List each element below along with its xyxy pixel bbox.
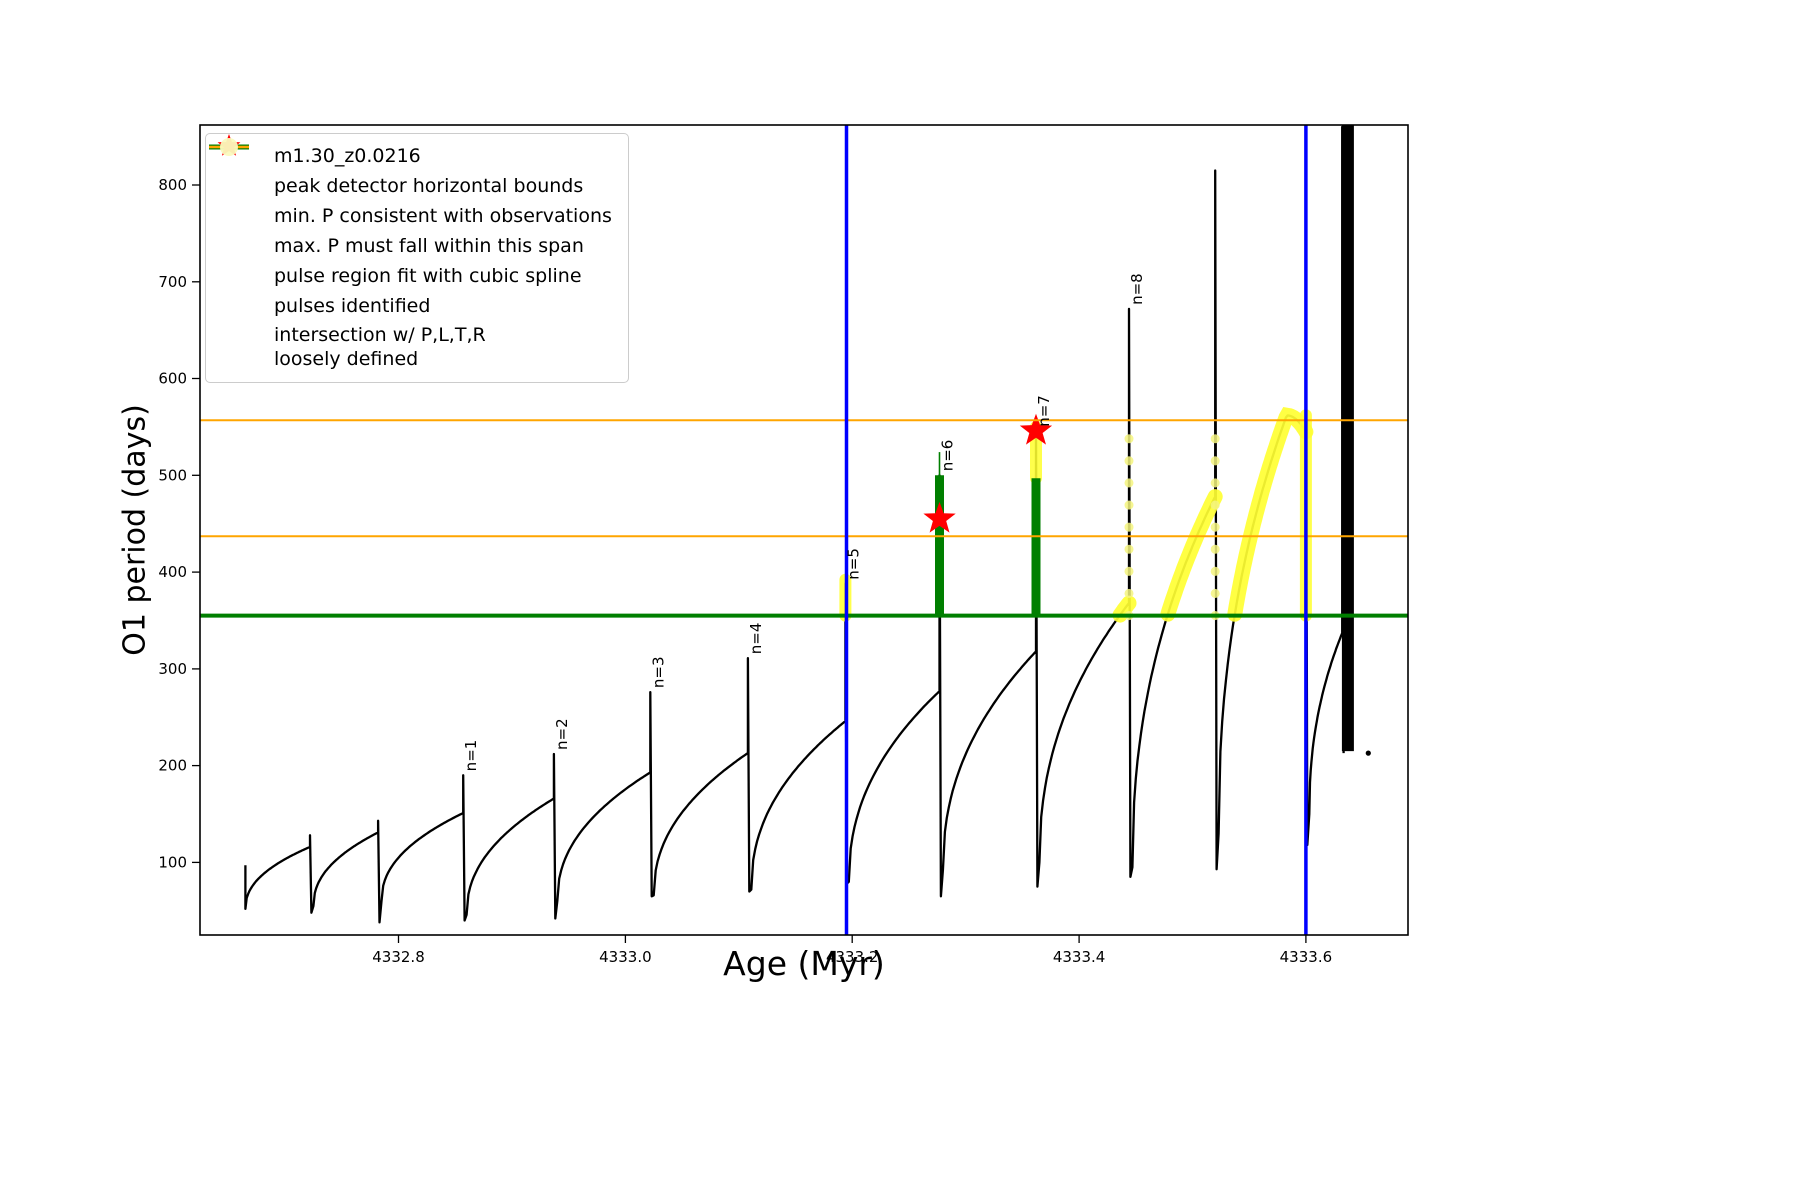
legend-label: peak detector horizontal bounds bbox=[274, 175, 584, 198]
yellow-dot-marker-icon bbox=[216, 138, 262, 361]
legend-entry-min-p: min. P consistent with observations bbox=[209, 144, 612, 232]
legend-label: min. P consistent with observations bbox=[274, 205, 612, 228]
y-tick-label: 300 bbox=[158, 660, 187, 678]
intersection-arc bbox=[1227, 407, 1314, 622]
x-tick-label: 4333.2 bbox=[826, 948, 879, 966]
pulse-number-label: n=6 bbox=[939, 440, 957, 472]
blue-line-marker-icon bbox=[209, 144, 262, 200]
y-tick-label: 400 bbox=[158, 563, 187, 581]
pulse-number-label: n=3 bbox=[649, 656, 667, 688]
green-dot-marker-icon bbox=[216, 143, 262, 290]
legend-entry-spline-fit: pulse region fit with cubic spline bbox=[216, 143, 612, 292]
x-tick-label: 4333.6 bbox=[1280, 948, 1333, 966]
y-tick-label: 100 bbox=[158, 853, 187, 871]
pulse-number-label: n=2 bbox=[553, 718, 571, 750]
pulse-number-label: n=4 bbox=[747, 623, 765, 655]
pulse-number-label: n=1 bbox=[462, 740, 480, 772]
green-line-marker-icon bbox=[209, 144, 262, 230]
intersection-arc bbox=[1112, 595, 1137, 623]
legend-label: m1.30_z0.0216 bbox=[274, 145, 421, 168]
legend-label: pulses identified bbox=[274, 295, 431, 318]
x-axis-label: Age (Myr) bbox=[723, 944, 885, 983]
legend-label: intersection w/ P,L,T,R loosely defined bbox=[274, 324, 486, 370]
legend-entry-peak-bounds: peak detector horizontal bounds bbox=[209, 144, 612, 202]
pulse-number-label: n=5 bbox=[844, 548, 862, 580]
legend-label: pulse region fit with cubic spline bbox=[274, 265, 582, 288]
y-tick-label: 800 bbox=[158, 176, 187, 194]
legend-entry-series: m1.30_z0.0216 bbox=[209, 142, 612, 172]
x-tick-label: 4333.4 bbox=[1053, 948, 1106, 966]
y-tick-label: 200 bbox=[158, 757, 187, 775]
pulse-star bbox=[923, 501, 956, 533]
legend: m1.30_z0.0216 peak detector horizontal b… bbox=[205, 133, 629, 383]
orange-line-marker-icon bbox=[209, 145, 262, 260]
pulse-star bbox=[1019, 413, 1053, 445]
legend-entry-max-p: max. P must fall within this span bbox=[209, 145, 612, 262]
legend-entry-intersection: intersection w/ P,L,T,R loosely defined bbox=[216, 138, 612, 374]
legend-entry-pulses: pulses identified bbox=[216, 134, 612, 322]
legend-label: max. P must fall within this span bbox=[274, 235, 584, 258]
axes-frame bbox=[199, 124, 1409, 936]
red-star-marker-icon bbox=[216, 134, 262, 320]
y-tick-label: 700 bbox=[158, 273, 187, 291]
y-axis-label: O1 period (days) bbox=[117, 404, 153, 656]
x-tick-label: 4332.8 bbox=[372, 948, 425, 966]
pulse-number-label: n=8 bbox=[1128, 273, 1146, 305]
intersection-arc bbox=[1160, 489, 1223, 622]
x-tick-label: 4333.0 bbox=[599, 948, 652, 966]
tail-point bbox=[1365, 750, 1371, 756]
y-tick-label: 500 bbox=[158, 466, 187, 484]
y-tick-label: 600 bbox=[158, 370, 187, 388]
pulse-number-label: n=7 bbox=[1035, 395, 1053, 427]
